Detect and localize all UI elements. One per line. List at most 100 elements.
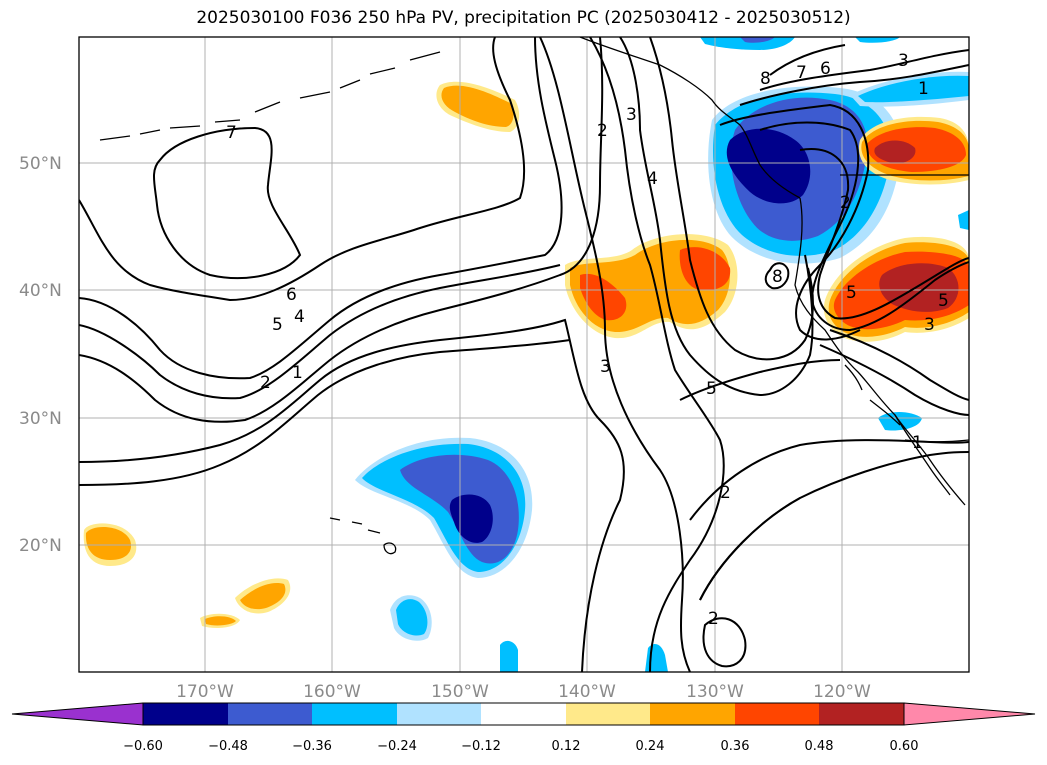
- lat-label: 30°N: [19, 409, 62, 429]
- contour-label: 4: [647, 169, 658, 189]
- negative-anomaly-south-1-cyan: [396, 599, 428, 636]
- positive-anomaly-canada-darkred: [874, 140, 916, 164]
- negative-anomaly-south-2: [500, 640, 518, 672]
- contour-labels: 7 6 5 4 2 1 3 2 3 4 8 7 6 3 1 2 8 5 3 5 …: [226, 51, 949, 629]
- positive-anomaly-sw: [240, 583, 286, 610]
- colorbar-bin: [650, 703, 735, 725]
- colorbar-tick-label: 0.36: [721, 739, 750, 754]
- lat-label: 40°N: [19, 281, 62, 301]
- contour-label: 6: [820, 59, 831, 79]
- colorbar-bin: [143, 703, 228, 725]
- positive-anomaly-california-darkred: [879, 263, 959, 312]
- negative-anomaly-top-right: [855, 37, 900, 43]
- lat-label: 50°N: [19, 154, 62, 174]
- contour-label: 2: [260, 373, 271, 393]
- negative-anomaly-top-blue: [740, 37, 775, 43]
- contour-1-southwest: [699, 497, 801, 601]
- na-west-coast: [794, 197, 966, 506]
- pv-contours: [79, 37, 969, 672]
- contour-east-ridge-2: [819, 344, 969, 416]
- negative-anomaly-east-edge: [958, 210, 969, 230]
- contour-trough-1: [759, 49, 969, 91]
- alaska-coast: [579, 37, 801, 199]
- positive-anomaly-west: [85, 526, 132, 560]
- colorbar-bin: [819, 703, 904, 725]
- contour-label: 3: [898, 51, 909, 71]
- colorbar-tick-label: −0.12: [461, 739, 501, 754]
- contour-2-south: [689, 439, 969, 521]
- colorbar-bin: [397, 703, 481, 725]
- contour-east-ridge-1: [829, 329, 969, 401]
- negative-anomaly-top: [700, 37, 795, 50]
- colorbar-tick-label: 0.48: [805, 739, 834, 754]
- baja: [894, 414, 951, 496]
- contour-trough-2: [739, 64, 969, 106]
- contour-6: [79, 37, 526, 302]
- contour-label: 5: [938, 291, 949, 311]
- lon-label: 140°W: [558, 682, 616, 702]
- colorbar-tick-label: −0.36: [292, 739, 332, 754]
- hawaii-islands: [329, 517, 397, 555]
- colorbar-tick-label: −0.60: [123, 739, 163, 754]
- colorbar-tick-label: 0.12: [552, 739, 581, 754]
- colorbar-tick-label: −0.24: [377, 739, 417, 754]
- contour-2-mid: [589, 37, 725, 672]
- colorbar-tick-label: 0.24: [636, 739, 665, 754]
- contour-label: 1: [912, 433, 923, 453]
- contour-trough-5: [799, 148, 969, 320]
- lat-label: 20°N: [19, 536, 62, 556]
- positive-anomaly-ne-pacific-red-2: [679, 247, 731, 291]
- contour-label: 1: [918, 79, 929, 99]
- contour-5: [79, 37, 563, 380]
- contour-7-closed: [153, 126, 302, 280]
- map-title: 2025030100 F036 250 hPa PV, precipitatio…: [196, 8, 851, 28]
- map-frame: [78, 36, 970, 673]
- contour-trough-3: [719, 103, 870, 341]
- contour-label: 2: [840, 193, 851, 213]
- lon-label: 160°W: [303, 682, 361, 702]
- contour-label: 1: [292, 363, 303, 383]
- contour-label: 3: [600, 357, 611, 377]
- colorbar-extend-low: [11, 702, 144, 726]
- contour-label: 2: [720, 483, 731, 503]
- lon-label: 150°W: [431, 682, 489, 702]
- contour-label: 7: [226, 123, 237, 143]
- colorbar-frame: [142, 702, 905, 726]
- contour-1b: [79, 339, 571, 486]
- contour-label: 8: [760, 69, 771, 89]
- positive-anomaly-sw-2: [205, 616, 236, 626]
- colorbar-tick-label: −0.48: [208, 739, 248, 754]
- contour-label: 5: [272, 315, 283, 335]
- colorbar-bin: [312, 703, 397, 725]
- colorbar-tick-label: 0.60: [890, 739, 919, 754]
- contour-4: [79, 264, 561, 400]
- positive-anomaly-aleutian: [441, 85, 514, 127]
- colorbar-bin: [228, 703, 312, 725]
- contour-label: 2: [597, 121, 608, 141]
- contour-8-trough: [764, 44, 846, 290]
- negative-anomaly-hawaii-navy: [449, 494, 493, 543]
- negative-anomaly-canada-cyan: [858, 75, 969, 103]
- contour-4-east: [649, 37, 814, 361]
- contour-3-mid: [539, 37, 691, 672]
- contour-label: 2: [708, 609, 719, 629]
- lon-label: 120°W: [813, 682, 871, 702]
- lon-label: 170°W: [176, 682, 234, 702]
- contour-trough-4: [759, 121, 969, 332]
- colorbar-bin: [566, 703, 650, 725]
- contour-label: 3: [626, 105, 637, 125]
- contour-label: 8: [772, 267, 783, 287]
- contour-2-closed-south: [702, 617, 747, 668]
- lon-label: 130°W: [686, 682, 744, 702]
- colorbar-bin: [735, 703, 819, 725]
- negative-anomaly-pnw-navy: [726, 128, 811, 204]
- southwest-coast-edge: [844, 364, 901, 426]
- colorbar-bin: [481, 703, 566, 725]
- colorbar: −0.60 −0.48 −0.36 −0.24 −0.12 0.12 0.24 …: [11, 702, 1036, 754]
- contour-label: 5: [706, 379, 717, 399]
- contour-label: 7: [796, 63, 807, 83]
- aleutians: [99, 51, 441, 141]
- contour-label: 4: [294, 307, 305, 327]
- contour-1: [79, 318, 625, 672]
